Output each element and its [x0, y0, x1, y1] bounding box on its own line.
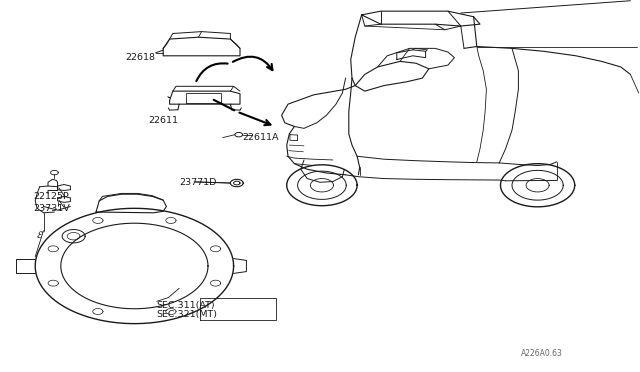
Text: 22618: 22618 [125, 53, 155, 62]
Text: 22611A: 22611A [242, 133, 278, 142]
Text: $\mathcal{E}$: $\mathcal{E}$ [36, 229, 44, 240]
Text: 22125P: 22125P [33, 192, 69, 201]
Text: 23731V: 23731V [33, 204, 70, 213]
Text: A226A0.63: A226A0.63 [522, 349, 563, 358]
Text: 22611: 22611 [148, 116, 179, 125]
Text: SEC.311(AT): SEC.311(AT) [157, 301, 216, 310]
Text: 23771D: 23771D [179, 178, 216, 187]
Text: SEC.321(MT): SEC.321(MT) [157, 310, 218, 319]
